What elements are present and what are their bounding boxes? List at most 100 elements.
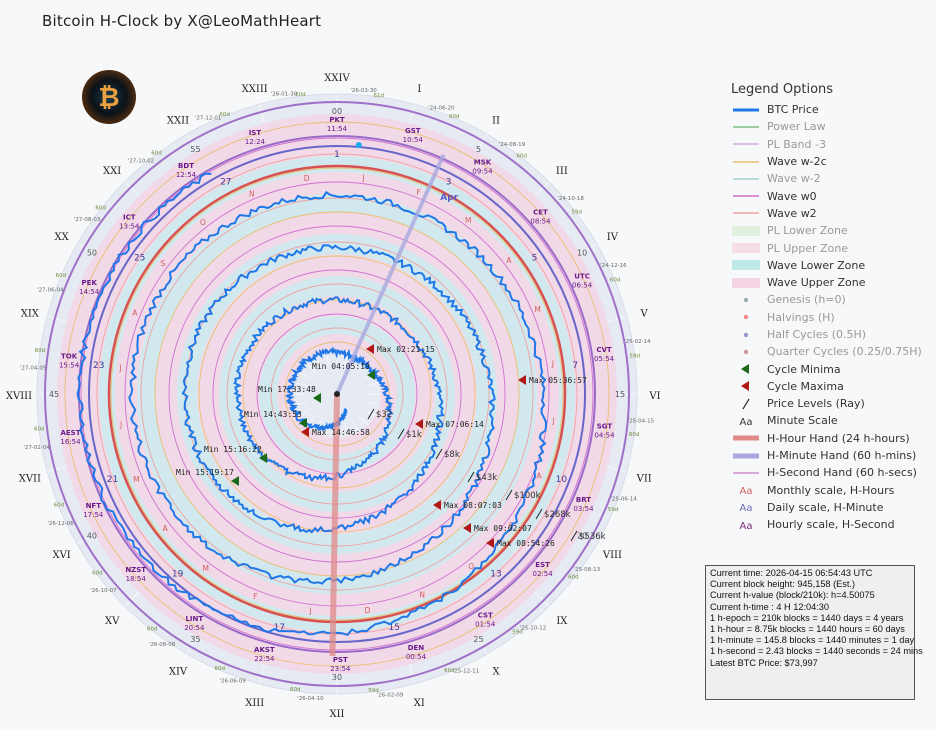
legend-item[interactable]: Wave Lower Zone	[731, 257, 931, 274]
legend-item[interactable]: Half Cycles (0.5H)	[731, 326, 931, 343]
legend-swatch-icon: Aa	[731, 501, 761, 513]
legend-item[interactable]: Aa Daily scale, H-Minute	[731, 499, 931, 516]
date-label: '27-04-05	[20, 365, 47, 371]
wave-line	[110, 167, 564, 621]
roman-hour-label: X	[492, 666, 500, 677]
price-level-label: $43k	[476, 473, 497, 483]
roman-hour-label: XXIII	[242, 84, 268, 95]
legend-item[interactable]: Power Law	[731, 118, 931, 135]
daily-scale-label: 19	[172, 569, 184, 579]
price-level-label: $1k	[406, 430, 422, 440]
legend-item[interactable]: Wave w0	[731, 187, 931, 204]
roman-hour-label: VIII	[602, 550, 622, 561]
legend-swatch-icon	[731, 190, 761, 202]
price-level-label: $100k	[514, 491, 541, 501]
day-tick-label: 60d	[629, 432, 640, 438]
legend-item[interactable]: PL Band -3	[731, 136, 931, 153]
wave-zone-band	[99, 156, 575, 632]
legend-swatch-icon	[731, 294, 761, 306]
legend-item[interactable]: H-Hour Hand (24 h-hours)	[731, 430, 931, 447]
timezone-code: NFT	[86, 502, 102, 510]
legend-item[interactable]: Wave Upper Zone	[731, 274, 931, 291]
legend-item-label: Wave w-2c	[767, 155, 827, 169]
legend-swatch-icon	[731, 450, 761, 462]
timezone-code: AEST	[60, 429, 80, 437]
daily-scale-label: 1	[334, 150, 340, 160]
date-label: '24-10-18	[557, 196, 584, 202]
minute-scale-label: 35	[190, 635, 200, 644]
roman-hour-label: XVIII	[6, 391, 32, 402]
legend-item[interactable]: Aa Monthly scale, H-Hours	[731, 482, 931, 499]
daily-scale-label: 25	[134, 253, 145, 263]
daily-scale-label: 10	[556, 475, 568, 485]
legend-item[interactable]: Wave w-2	[731, 170, 931, 187]
roman-hour-label: XX	[54, 232, 69, 243]
info-line: 1 h-second = 2.43 blocks = 1440 seconds …	[710, 646, 923, 657]
date-label: '26-04-10	[297, 696, 324, 702]
month-letter: J	[119, 420, 122, 429]
timezone-time: 09:54	[472, 168, 493, 176]
h-minute-hand	[335, 153, 446, 395]
legend-item[interactable]: Cycle Minima	[731, 360, 931, 377]
legend-item[interactable]: Wave w-2c	[731, 153, 931, 170]
legend-item[interactable]: PL Upper Zone	[731, 239, 931, 256]
spiral-start-marker	[355, 141, 362, 148]
timezone-time: 13:54	[119, 223, 140, 231]
legend-item[interactable]: BTC Price	[731, 101, 931, 118]
legend-item-label: Daily scale, H-Minute	[767, 500, 884, 514]
legend-item-label: PL Lower Zone	[767, 224, 848, 238]
timezone-code: EST	[535, 561, 550, 569]
wave-line	[96, 153, 578, 635]
cycle-maximum-label: Max 02:21:15	[377, 345, 435, 354]
wave-line	[154, 211, 520, 577]
legend-item[interactable]: Halvings (H)	[731, 309, 931, 326]
wave-zone-band	[75, 132, 599, 656]
legend-item[interactable]: Price Levels (Ray)	[731, 395, 931, 412]
wave-line	[124, 181, 550, 607]
legend-swatch-icon	[731, 259, 761, 271]
day-tick-label: 60d	[219, 112, 230, 118]
timezone-code: LINT	[185, 615, 203, 623]
cycle-maximum-label: Max 09:02:07	[474, 524, 532, 533]
legend-swatch-icon	[731, 432, 761, 444]
timezone-time: 01:54	[475, 621, 496, 629]
roman-hour-label: XXIV	[324, 73, 350, 84]
svg-text:Aa: Aa	[740, 486, 753, 496]
minute-scale-label: 00	[332, 107, 342, 116]
month-letter: D	[304, 174, 310, 183]
month-letter: S	[161, 259, 166, 268]
legend-item[interactable]: Cycle Maxima	[731, 378, 931, 395]
legend-item[interactable]: H-Minute Hand (60 h-mins)	[731, 447, 931, 464]
legend-item[interactable]: Aa Minute Scale	[731, 412, 931, 429]
info-line: Current block height: 945,158 (Est.)	[710, 579, 856, 590]
legend-item-label: H-Hour Hand (24 h-hours)	[767, 431, 910, 445]
legend-item[interactable]: Aa Hourly scale, H-Second	[731, 516, 931, 533]
roman-hour-label: I	[417, 84, 421, 95]
day-tick-label: 60d	[449, 114, 460, 120]
legend-item[interactable]: Genesis (h=0)	[731, 291, 931, 308]
timezone-time: 18:54	[126, 575, 147, 583]
h-hour-hand	[329, 393, 340, 657]
date-label: '24-12-16	[600, 263, 627, 269]
timezone-time: 14:54	[79, 288, 100, 296]
legend-item[interactable]: PL Lower Zone	[731, 222, 931, 239]
date-label: '25-04-15	[628, 419, 655, 425]
daily-scale-label: 13	[490, 570, 501, 580]
ring-hourly	[78, 135, 596, 653]
legend-item[interactable]: Wave w2	[731, 205, 931, 222]
date-label: '27-12-01	[195, 116, 221, 122]
wave-line	[64, 121, 610, 667]
legend-item[interactable]: H-Second Hand (60 h-secs)	[731, 464, 931, 481]
legend-item[interactable]: Quarter Cycles (0.25/0.75H)	[731, 343, 931, 360]
price-level-ray	[535, 508, 543, 520]
day-tick-label: 60d	[516, 154, 527, 160]
timezone-code: CET	[533, 209, 548, 217]
roman-hour-label: XII	[329, 709, 344, 720]
day-tick-label: 60d	[610, 278, 621, 284]
price-level-ray	[467, 471, 475, 483]
roman-hour-label: V	[640, 309, 649, 320]
info-box: Current time: 2026-04-15 06:54:43 UTC Cur…	[705, 565, 923, 700]
month-letter: J	[551, 417, 554, 426]
outer-ring-second	[44, 101, 630, 687]
legend-title: Legend Options	[731, 82, 834, 97]
